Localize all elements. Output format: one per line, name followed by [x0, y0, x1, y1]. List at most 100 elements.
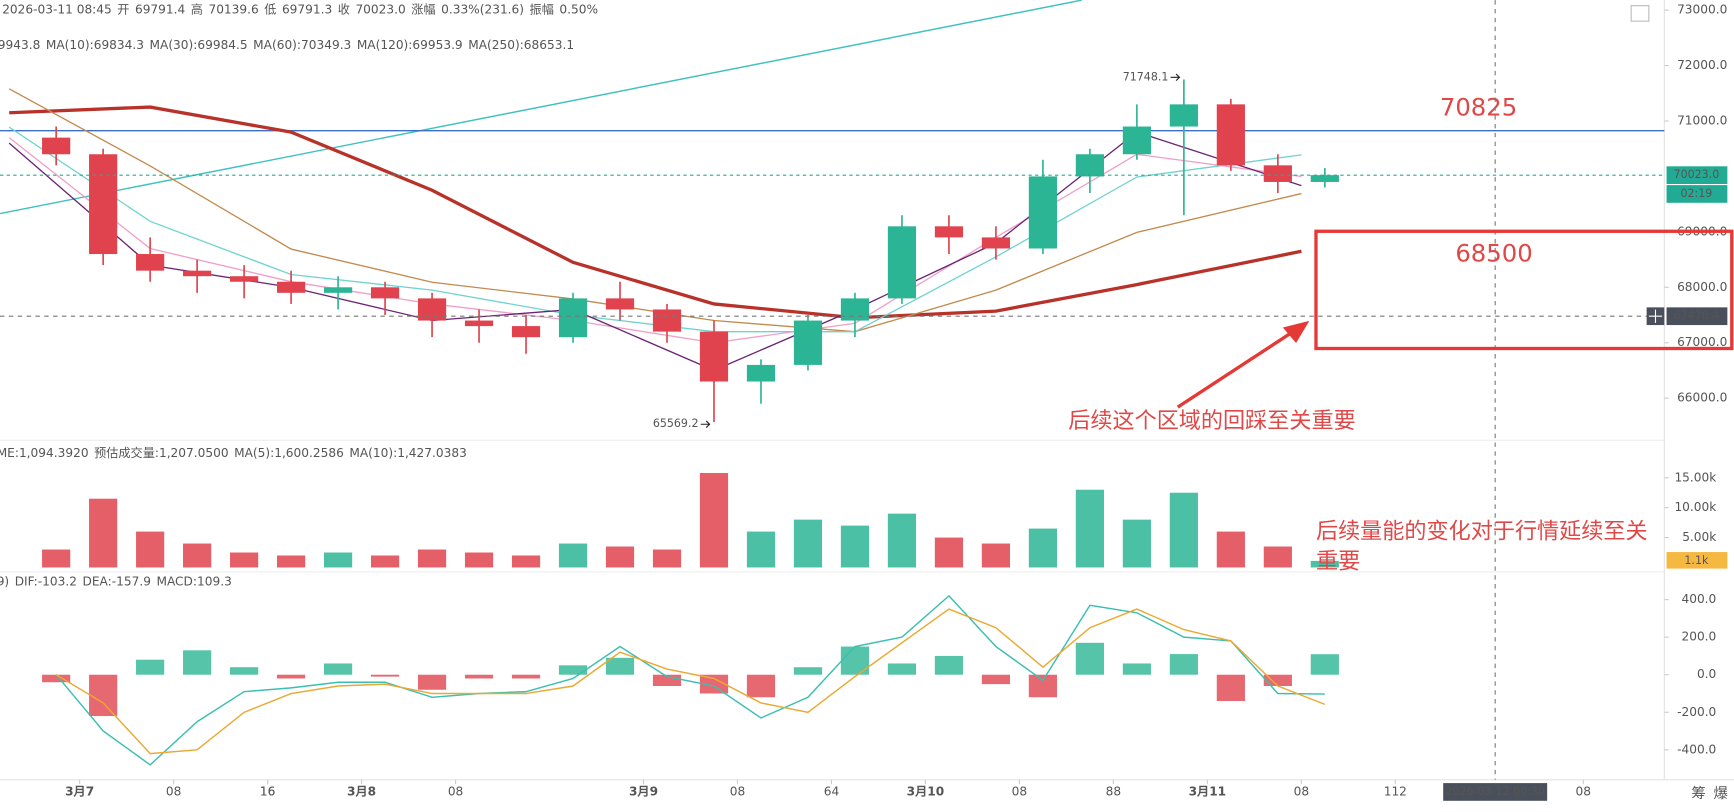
y-tick-label: -400.0: [1677, 742, 1716, 756]
legend-text: 0.33%(231.6): [441, 3, 524, 17]
y-tick-label: 73000.0: [1677, 3, 1727, 17]
candle-body: [887, 226, 917, 299]
candle-body: [558, 298, 588, 338]
volume-bar: [1216, 531, 1245, 568]
x-tick-label: 08: [1294, 784, 1309, 798]
macd-bar: [276, 674, 306, 679]
candle-body: [183, 270, 212, 277]
y-tick-label: 67000.0: [1677, 335, 1727, 349]
candle-body: [1169, 104, 1198, 127]
y-tick-label: 66000.0: [1677, 391, 1727, 405]
y-tick-label: 10.00k: [1674, 500, 1716, 514]
low-arrow: [700, 420, 711, 428]
x-tick-label: 3月10: [907, 784, 945, 798]
volume-bar: [276, 555, 306, 568]
arrow-shaft: [1176, 328, 1297, 409]
note: 重要: [1316, 548, 1360, 574]
volume-bar: [699, 472, 729, 568]
y-tick-label: 15.00k: [1674, 470, 1716, 484]
high-label: 71748.1: [1123, 70, 1169, 83]
crosshair-time-text: 2026-03-12 00:30: [1445, 785, 1545, 798]
volume-bar: [370, 555, 400, 568]
volume-bar: [558, 543, 588, 568]
footer-icon[interactable]: 筹: [1691, 785, 1705, 802]
macd-bar: [417, 674, 447, 690]
fullscreen-icon[interactable]: [1630, 5, 1650, 22]
legend-text: MA(30):69984.5: [150, 38, 248, 52]
macd-bar: [511, 674, 541, 679]
legend-text: 9): [0, 574, 9, 588]
candle-body: [276, 281, 306, 293]
volume-bar: [464, 552, 494, 568]
y-tick-label: 71000.0: [1677, 113, 1727, 127]
volume-bar: [605, 546, 635, 568]
candle-body: [793, 320, 823, 365]
trendline: [0, 0, 1082, 215]
candle-body: [370, 287, 400, 299]
volume-bar: [1028, 528, 1058, 568]
footer-icon[interactable]: 爆: [1714, 785, 1729, 802]
volume-bar: [136, 531, 165, 568]
macd-bar: [558, 665, 588, 675]
y-tick-label: 5.00k: [1682, 530, 1716, 544]
candle-body: [1028, 176, 1058, 249]
legend-text: 9943.8: [0, 38, 40, 52]
candle-body: [699, 331, 729, 382]
y-tick-label: -200.0: [1677, 705, 1716, 719]
legend-text: 70139.6: [208, 3, 258, 17]
volume-bar: [1310, 560, 1339, 568]
x-tick-label: 3月8: [347, 784, 376, 798]
x-tick-label: 08: [448, 784, 463, 798]
volume-bar: [1263, 546, 1292, 568]
y-tick-label: 0.0: [1697, 667, 1716, 681]
note: 后续这个区域的回踩至关重要: [1068, 408, 1355, 434]
macd-bar: [1310, 654, 1339, 675]
candle-body: [1075, 154, 1104, 177]
legend-text: MA(5):1,600.2586: [234, 446, 344, 460]
legend-text: MA(120):69953.9: [357, 38, 463, 52]
volume-bar: [323, 552, 353, 568]
level-label: 70825: [1440, 93, 1517, 122]
legend-text: 高: [191, 2, 203, 17]
candle-body: [1310, 175, 1339, 182]
volume-bar: [981, 543, 1011, 568]
y-tick-label: 72000.0: [1677, 58, 1727, 72]
y-tick-label: 200.0: [1681, 630, 1716, 644]
candle-body: [1216, 104, 1245, 166]
legend-text: MA(250):68653.1: [468, 38, 574, 52]
legend-text: 收: [338, 3, 350, 17]
ma-line: [8, 88, 1302, 333]
dea-line: [55, 608, 1326, 755]
volume-bar: [183, 543, 212, 568]
volume-tag-text: 1.1k: [1684, 554, 1709, 567]
legend-text: 开: [117, 3, 129, 17]
candle-body: [934, 226, 964, 238]
x-tick-label: 112: [1384, 784, 1407, 798]
x-tick-label: 3月7: [65, 784, 94, 798]
x-tick-label: 08: [166, 784, 181, 798]
volume-bar: [1122, 519, 1151, 568]
macd-bar: [323, 663, 353, 675]
macd-bar: [136, 659, 165, 675]
candle-body: [1122, 126, 1151, 155]
macd-bar: [1216, 674, 1245, 702]
legend-text: 0.50%: [559, 3, 598, 17]
crosshair-add-icon: [1648, 309, 1663, 323]
volume-bar: [652, 549, 682, 568]
candle-body: [230, 276, 259, 282]
macd-bar: [1028, 674, 1058, 698]
macd-bar: [1169, 654, 1198, 675]
candle-body: [840, 298, 870, 321]
arrow-head: [1282, 320, 1310, 343]
ma-line: [9, 105, 1302, 320]
macd-bar: [464, 674, 494, 679]
legend-text: 69791.3: [282, 3, 332, 17]
volume-bar: [887, 513, 917, 568]
candle-body: [746, 364, 776, 382]
volume-bar: [230, 552, 259, 568]
legend-text: 低: [264, 3, 276, 17]
note: 后续量能的变化对于行情延续至关: [1316, 519, 1648, 545]
volume-bar: [42, 549, 71, 568]
macd-bar: [887, 663, 917, 675]
low-label: 65569.2: [653, 417, 699, 430]
